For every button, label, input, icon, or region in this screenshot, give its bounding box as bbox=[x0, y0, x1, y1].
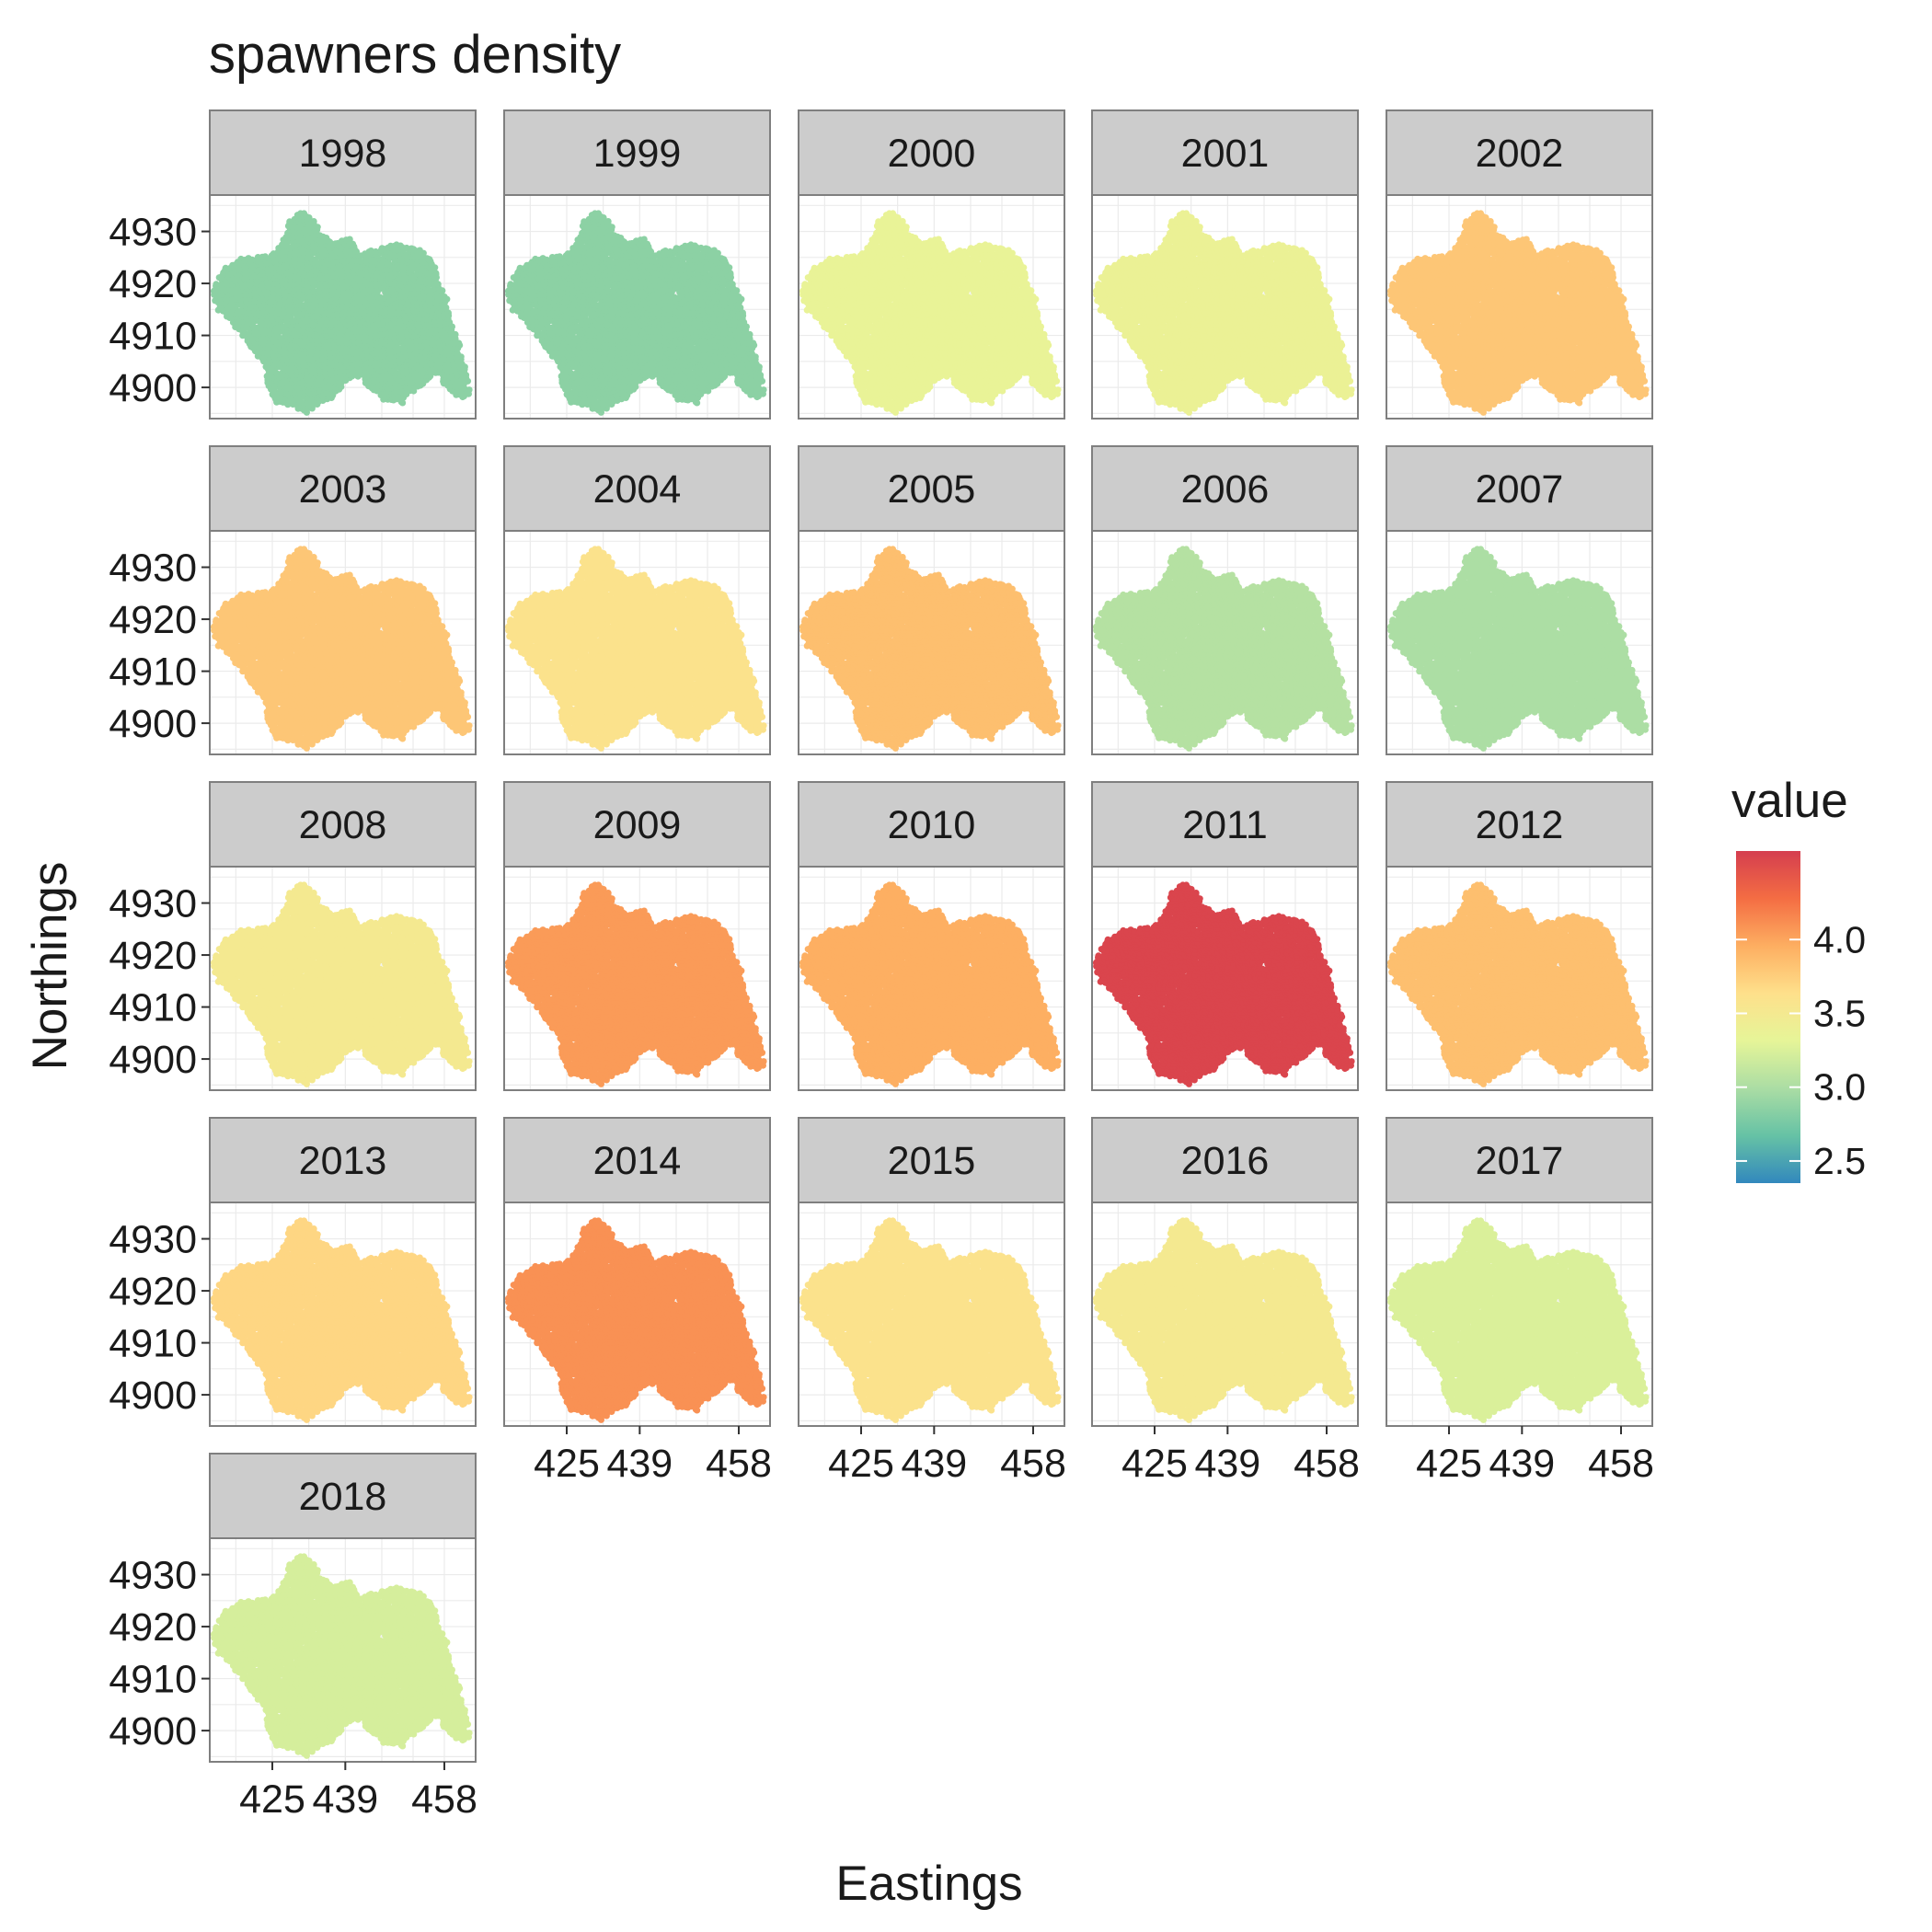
data-point bbox=[466, 386, 472, 393]
strip-label-1998: 1998 bbox=[299, 132, 387, 176]
chart-title: spawners density bbox=[209, 25, 621, 85]
panel-1998: 1998 bbox=[210, 110, 476, 419]
